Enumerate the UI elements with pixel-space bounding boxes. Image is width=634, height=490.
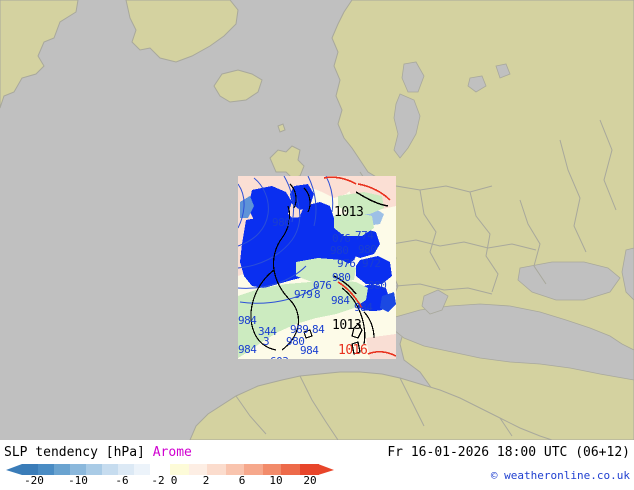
- contour-label: 980: [368, 279, 387, 292]
- figure-footer: SLP tendency [hPa] Arome Fr 16-01-2026 1…: [0, 440, 634, 490]
- slp-tendency-field: [238, 176, 396, 359]
- figure-title: SLP tendency [hPa] Arome: [4, 445, 192, 460]
- colorbar-segment-negative: [54, 464, 70, 475]
- contour-label: 984: [300, 344, 319, 357]
- colorbar-segment-negative: [118, 464, 134, 475]
- colorbar-legend[interactable]: -20 -10 -6 -2 0 2 6 10 20: [4, 464, 334, 488]
- contour-label: 989: [290, 323, 309, 336]
- colorbar-tick-label: -10: [68, 474, 88, 487]
- colorbar-tick-label: -2: [151, 474, 165, 487]
- figure-title-model: Arome: [152, 445, 192, 460]
- colorbar-tick-label: 2: [202, 474, 210, 487]
- contour-label: 984: [238, 343, 257, 356]
- contour-label: 076: [313, 279, 332, 292]
- colorbar-segment-positive: [262, 464, 282, 475]
- contour-label: 774: [355, 229, 374, 242]
- colorbar-segment-negative: [134, 464, 150, 475]
- contour-label: 979: [294, 288, 313, 301]
- contour-label: 980: [332, 271, 351, 284]
- contour-label: 976: [337, 257, 356, 270]
- contour-label: 1013: [334, 205, 364, 220]
- contour-label: 1013: [332, 318, 362, 333]
- figure-title-variable: SLP tendency [hPa]: [4, 445, 153, 460]
- valid-time-label: Fr 16-01-2026 18:00 UTC (06+12): [387, 445, 630, 460]
- colorbar-segment-positive: [244, 464, 264, 475]
- contour-label: 8: [314, 288, 321, 301]
- colorbar-negative-arrow: [6, 464, 22, 475]
- arome-domain-overlay[interactable]: 980 1013 076 774 980 980 976 972 980 076…: [238, 176, 396, 359]
- contour-label: 972: [362, 257, 381, 270]
- colorbar-segment-positive: [170, 464, 190, 475]
- colorbar-segment-positive: [299, 464, 319, 475]
- colorbar-positive-arrow: [318, 464, 334, 475]
- contour-label: 980: [330, 244, 349, 257]
- colorbar-tick-label: 20: [303, 474, 317, 487]
- colorbar-segment-positive: [188, 464, 208, 475]
- colorbar-segment-negative: [70, 464, 86, 475]
- contour-label: 3: [263, 335, 270, 348]
- contour-label: 84: [312, 323, 325, 336]
- map-canvas[interactable]: 980 1013 076 774 980 980 976 972 980 076…: [0, 0, 634, 440]
- contour-label: 603: [270, 356, 289, 359]
- colorbar-segment-positive: [225, 464, 245, 475]
- basemap-land-layer: [0, 0, 634, 440]
- colorbar-segment-positive: [207, 464, 227, 475]
- contour-label: 984: [354, 301, 373, 314]
- colorbar-segment-negative: [102, 464, 118, 475]
- colorbar-segment-positive: [281, 464, 301, 475]
- contour-label: 984: [331, 294, 350, 307]
- contour-label: 980: [358, 243, 377, 256]
- colorbar-segment-negative: [86, 464, 102, 475]
- colorbar-tick-label: -6: [115, 474, 129, 487]
- contour-label: 076: [332, 232, 351, 245]
- contour-label: 980: [286, 335, 305, 348]
- contour-label: 984: [238, 314, 257, 327]
- contour-label: 980: [272, 216, 291, 229]
- colorbar-segment-negative: [22, 464, 38, 475]
- colorbar-segment-negative: [38, 464, 54, 475]
- contour-label: 344: [258, 325, 277, 338]
- colorbar-tick-label: 10: [269, 474, 283, 487]
- colorbar-tick-label: 6: [238, 474, 246, 487]
- colorbar-tick-label: -20: [24, 474, 44, 487]
- contour-label: 1016: [338, 343, 368, 358]
- colorbar-tick-label: 0: [170, 474, 178, 487]
- copyright-label: © weatheronline.co.uk: [490, 469, 630, 482]
